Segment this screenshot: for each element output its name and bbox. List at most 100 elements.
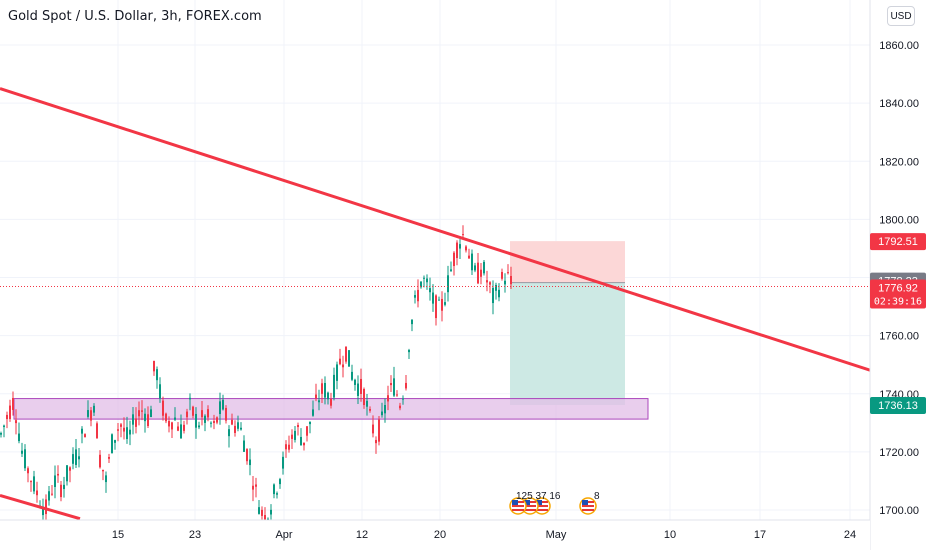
candle-body (363, 388, 365, 406)
candle-body (210, 422, 212, 424)
candle-body (180, 424, 182, 439)
candle-body (420, 281, 422, 288)
candle-body (51, 493, 53, 495)
time-tick-label: 12 (356, 529, 368, 541)
price-tag-label: 1776.92 (878, 282, 918, 294)
price-tick-label: 1700.00 (879, 505, 919, 517)
candle-body (276, 493, 278, 495)
candle-body (72, 454, 74, 464)
candle-body (480, 269, 482, 277)
candle-body (207, 409, 209, 418)
candle-body (459, 244, 461, 249)
candle-body (129, 429, 131, 435)
candle-body (351, 371, 353, 380)
resistance-trendline (0, 87, 870, 372)
candle-body (402, 398, 404, 400)
candle-body (189, 397, 191, 400)
price-tag: 1736.13 (870, 396, 926, 414)
candle-body (279, 479, 281, 485)
us-flag-icon (579, 497, 597, 515)
price-tag: 1792.51 (870, 233, 926, 251)
candle-body (45, 499, 47, 515)
candle-body (120, 424, 122, 427)
candle-body (429, 288, 431, 293)
candle-body (441, 298, 443, 311)
candle-body (291, 434, 293, 439)
candle-body (75, 449, 77, 465)
candle-body (510, 275, 512, 285)
candle-body (375, 439, 377, 444)
candle-body (24, 449, 26, 469)
candle-body (144, 413, 146, 422)
candle-body (369, 409, 371, 411)
candle-body (465, 246, 467, 251)
candle-body (234, 425, 236, 433)
candle-body (438, 299, 440, 301)
candle-body (471, 253, 473, 271)
event-label: 8 (594, 491, 600, 502)
event-marker[interactable]: 125 37 16 (509, 491, 561, 515)
candle-body (444, 302, 446, 305)
candle-body (15, 420, 17, 424)
position-reward-zone (510, 282, 625, 405)
candle-body (246, 449, 248, 462)
event-markers: 125 37 16 8 (509, 491, 600, 515)
candle-body (318, 400, 320, 403)
candle-body (87, 410, 89, 417)
candle-body (504, 280, 506, 285)
candle-body (174, 417, 176, 420)
candle-body (336, 364, 338, 381)
candle-body (126, 427, 128, 440)
price-tick-label: 1720.00 (879, 447, 919, 459)
candle-body (339, 358, 341, 365)
time-tick-label: Apr (275, 529, 292, 541)
candle-body (78, 456, 80, 460)
candle-body (240, 427, 242, 430)
price-tag: 1776.92 02:39:16 (870, 279, 926, 309)
chart-title: Gold Spot / U.S. Dollar, 3h, FOREX.com (8, 9, 262, 24)
candle-body (357, 383, 359, 396)
candle-body (90, 410, 92, 421)
candle-body (405, 382, 407, 389)
price-tick-label: 1840.00 (879, 98, 919, 110)
price-tick-label: 1760.00 (879, 331, 919, 343)
us-flag-icon (521, 497, 539, 515)
candle-body (27, 468, 29, 474)
candle-body (435, 295, 437, 319)
currency-button[interactable]: USD (887, 6, 915, 26)
candle-body (306, 426, 308, 436)
candle-body (162, 400, 164, 416)
candle-body (132, 414, 134, 425)
candle-body (270, 509, 272, 515)
candle-body (228, 429, 230, 437)
candle-body (222, 399, 224, 410)
candle-body (333, 374, 335, 398)
candle-body (252, 485, 254, 490)
event-marker[interactable]: 8 (579, 491, 600, 515)
time-tick-label: 20 (434, 529, 446, 541)
candle-body (114, 440, 116, 443)
candle-body (411, 319, 413, 325)
candle-body (156, 369, 158, 381)
price-tag-label: 1792.51 (878, 236, 918, 248)
candle-body (315, 394, 317, 399)
price-tag-label: 1736.13 (878, 400, 918, 412)
candle-body (390, 383, 392, 386)
candle-body (18, 433, 20, 442)
candle-body (384, 404, 386, 414)
candle-body (453, 252, 455, 267)
time-tick-label: 10 (664, 529, 676, 541)
candle-body (69, 467, 71, 471)
lower-trendline (0, 494, 81, 520)
countdown-timer: 02:39:16 (874, 296, 922, 307)
candle-body (177, 426, 179, 431)
candle-body (255, 484, 257, 487)
candle-body (21, 450, 23, 454)
candle-body (54, 475, 56, 488)
candle-body (186, 411, 188, 418)
candle-body (36, 490, 38, 496)
candle-body (249, 459, 251, 466)
candle-body (468, 255, 470, 259)
us-flag-icon (533, 497, 551, 515)
